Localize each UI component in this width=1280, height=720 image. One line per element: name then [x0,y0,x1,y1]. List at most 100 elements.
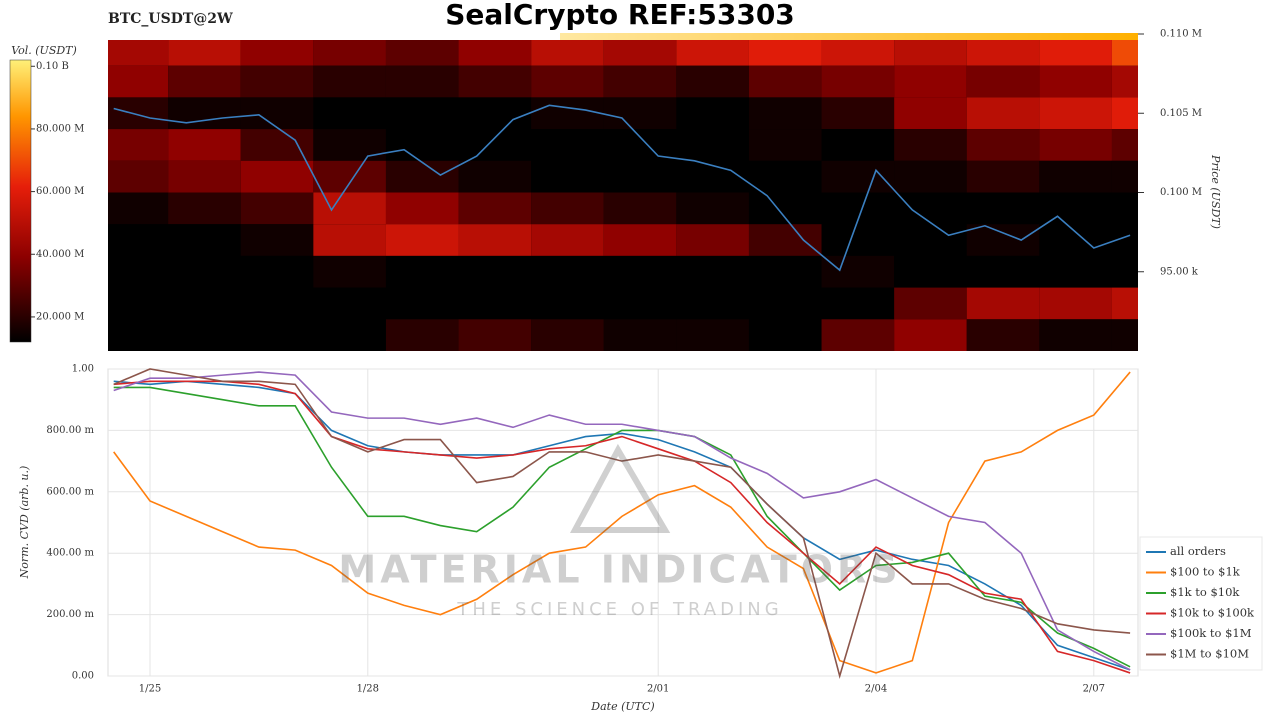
heatmap-cell [1039,65,1112,98]
y-tick-label: 1.00 [72,364,94,375]
y-tick-label: 400.00 m [46,548,94,559]
heatmap-cell [108,40,169,66]
colorbar-label: Vol. (USDT) [11,44,77,57]
heatmap-cell [168,129,241,161]
series-line [113,380,1131,671]
heatmap-cell [966,319,1040,351]
heatmap-cell [240,160,314,193]
heatmap-cell [313,160,386,193]
heatmap-cell [240,40,314,66]
heatmap-cell [240,129,314,161]
heatmap-cell [458,40,532,66]
heatmap-cell [821,97,895,130]
heatmap-cell [603,224,677,256]
heatmap-cell [1039,97,1112,130]
heatmap-cell [966,65,1040,98]
heatmap-cell [1111,287,1138,320]
heatmap-cell [458,97,532,130]
heatmap-cell [313,65,386,98]
heatmap-cell [894,319,967,351]
x-tick-label: 1/28 [357,684,379,695]
heatmap-cell [1111,192,1138,225]
y-tick-label: 0.00 [72,671,94,682]
top-strip [560,33,1138,40]
heatmap-cell [748,65,822,98]
heatmap-cell [748,129,822,161]
heatmap-cell [966,224,1040,256]
heatmap-cell [821,255,895,288]
heatmap-cell [603,65,677,98]
heatmap-cell [676,319,749,351]
heatmap-cell [168,287,241,320]
price-line [113,104,1131,272]
heatmap-cell [1111,40,1138,66]
x-tick-label: 1/25 [139,684,161,695]
heatmap-cell [966,97,1040,130]
heatmap-cell [108,129,169,161]
heatmap-cell [531,160,604,193]
heatmap-cell [1039,319,1112,351]
heatmap-cell [458,65,532,98]
heatmap-cell [458,160,532,193]
colorbar-tick-label: 20.000 M [36,311,84,322]
heatmap-cell [385,97,459,130]
heatmap-cell [531,65,604,98]
y-tick-label: 200.00 m [46,609,94,620]
heatmap-cell [966,287,1040,320]
heatmap-cell [821,160,895,193]
heatmap-cell [385,129,459,161]
y-tick-label: 0.105 M [1160,108,1202,119]
heatmap-cell [385,65,459,98]
heatmap-cell [1039,160,1112,193]
heatmap-cell [108,97,169,130]
heatmap-cell [676,287,749,320]
heatmap-cell [894,287,967,320]
heatmap-cell [1111,97,1138,130]
heatmap-cell [240,319,314,351]
heatmap-cell [894,160,967,193]
heatmap-cell [748,97,822,130]
y-axis-label: Price (USDT) [1209,154,1222,229]
heatmap-cell [748,192,822,225]
heatmap-cell [385,287,459,320]
heatmap-cell [108,160,169,193]
watermark: MATERIAL INDICATORS THE SCIENCE OF TRADI… [338,443,901,620]
x-axis-label: Date (UTC) [590,700,654,713]
watermark-name: MATERIAL INDICATORS [338,548,901,592]
heatmap-cell [385,319,459,351]
heatmap-cell [966,192,1040,225]
heatmap-cell [313,224,386,256]
legend-label: $100k to $1M [1170,626,1252,640]
heatmap-cell [603,192,677,225]
heatmap-cell [458,255,532,288]
heatmap-cell [1039,255,1112,288]
heatmap-cell [531,319,604,351]
colorbar-tick-label: 80.000 M [36,123,84,134]
heatmap-cell [313,287,386,320]
watermark-logo [569,443,671,533]
heatmap-cell [1039,129,1112,161]
heatmap-cell [385,224,459,256]
heatmap-cell [168,40,241,66]
heatmap-cell [108,224,169,256]
heatmap-cell [385,40,459,66]
series-line [113,386,1131,668]
heatmap-cell [676,129,749,161]
series-line [113,371,1131,674]
series-line [113,380,1131,674]
heatmap-cell [1111,160,1138,193]
heatmap-cell [676,97,749,130]
heatmap-cell [1111,129,1138,161]
heatmap-cell [108,192,169,225]
heatmap-cell [894,65,967,98]
heatmap-cell [966,160,1040,193]
heatmap-cell [168,160,241,193]
heatmap-cell [603,97,677,130]
heatmap-cell [894,97,967,130]
y-tick-label: 600.00 m [46,486,94,497]
heatmap-cell [108,255,169,288]
heatmap-cell [168,65,241,98]
colorbar-tick-label: 60.000 M [36,186,84,197]
heatmap-cell [1111,319,1138,351]
legend-label: $1M to $10M [1170,647,1249,661]
